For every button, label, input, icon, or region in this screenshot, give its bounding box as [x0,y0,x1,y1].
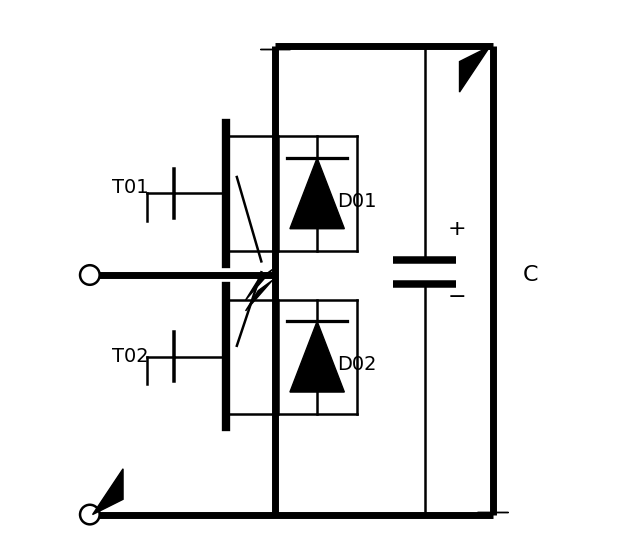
Polygon shape [290,321,345,392]
Text: +: + [448,219,467,239]
Circle shape [80,505,99,524]
Text: −: − [448,287,467,307]
Text: D02: D02 [338,355,377,375]
Polygon shape [290,158,345,229]
Text: D01: D01 [338,192,377,211]
Polygon shape [245,280,272,311]
Text: T02: T02 [112,347,149,366]
Circle shape [80,265,99,285]
Polygon shape [459,46,490,92]
Text: C: C [523,265,538,285]
Text: T01: T01 [112,178,149,197]
Polygon shape [245,270,272,300]
Polygon shape [92,469,123,515]
